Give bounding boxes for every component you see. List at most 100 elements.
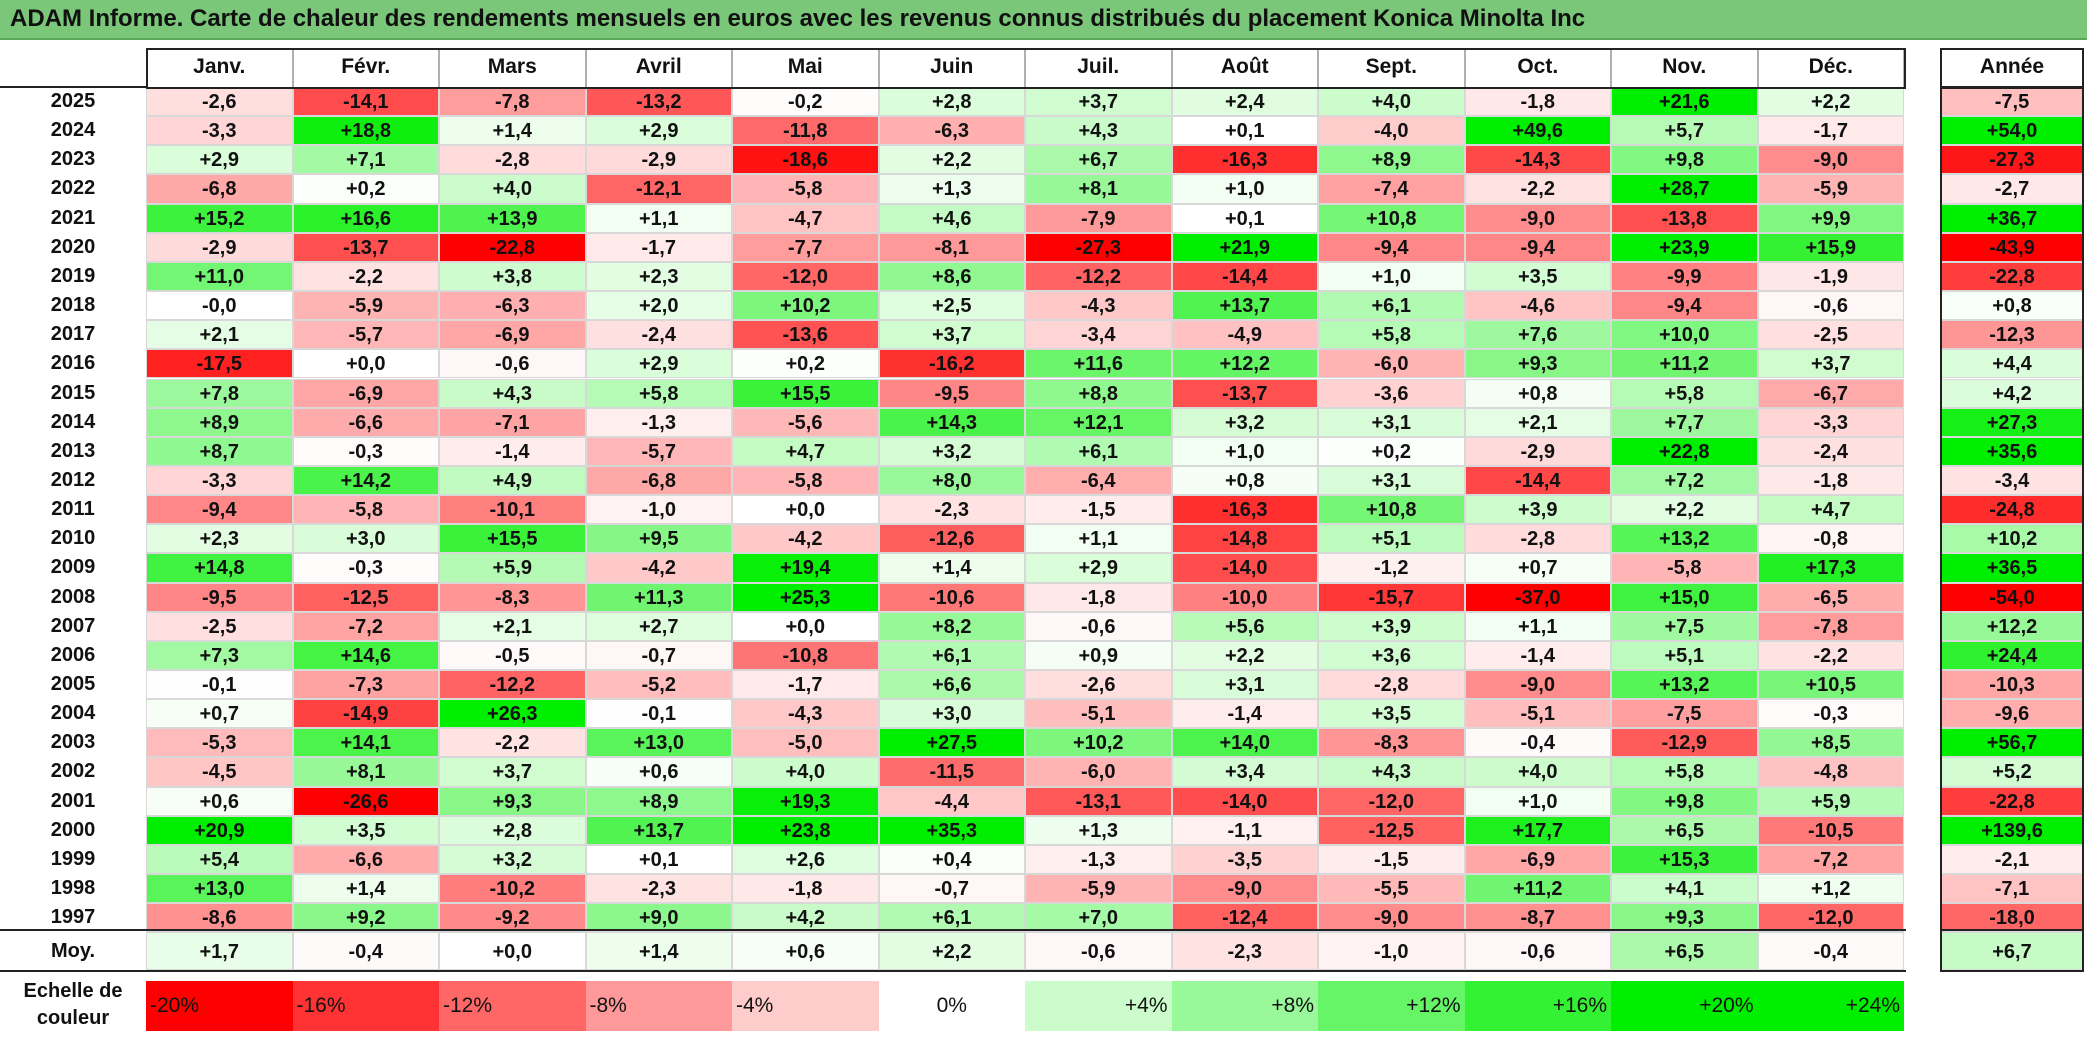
heatmap-cell: -7,2 (292, 611, 439, 641)
heatmap-cell: +3,2 (878, 436, 1025, 466)
heatmap-cell: -5,0 (732, 728, 879, 758)
heatmap-cell: +15,3 (1611, 844, 1758, 875)
heatmap-cell: -14,0 (1171, 553, 1318, 583)
year-label: 2005 (50, 673, 96, 695)
heatmap-cell: -4,3 (732, 699, 879, 729)
heatmap-cell: +2,3 (585, 261, 732, 292)
heatmap-cell: -6,0 (1318, 349, 1465, 379)
heatmap-cell: +9,3 (1611, 903, 1758, 933)
heatmap-cell: +13,9 (439, 203, 586, 233)
heatmap-cell: +16,6 (292, 203, 439, 233)
heatmap-cell: +2,5 (878, 291, 1025, 321)
heatmap-cell: +6,7 (1025, 145, 1172, 175)
heatmap-cell: -5,9 (1757, 174, 1904, 204)
average-annual-cell: +6,7 (1940, 932, 2084, 970)
year-label: 1997 (50, 906, 96, 929)
average-cell: -0,4 (1757, 932, 1904, 970)
month-header: Juil. (1025, 48, 1172, 87)
heatmap-cell: +2,2 (1171, 640, 1318, 670)
heatmap-cell: +9,0 (585, 903, 732, 933)
scale-swatch: +4% (1025, 981, 1172, 1031)
heatmap-cell: +13,0 (585, 728, 732, 758)
heatmap-cell: +3,8 (439, 261, 586, 292)
heatmap-cell: +4,0 (1318, 87, 1465, 117)
heatmap-cell: -6,6 (292, 844, 439, 875)
scale-swatch: -4% (732, 981, 879, 1031)
annual-cell: +35,6 (1940, 436, 2084, 466)
heatmap-cell: +2,7 (585, 611, 732, 641)
heatmap-cell: +5,8 (1611, 378, 1758, 408)
annual-cell: +10,2 (1940, 524, 2084, 554)
heatmap-cell: +5,1 (1318, 524, 1465, 554)
heatmap-cell: +3,0 (878, 699, 1025, 729)
heatmap-cell: -2,6 (146, 87, 293, 117)
heatmap-cell: -3,3 (146, 465, 293, 496)
heatmap-cell: +6,6 (878, 670, 1025, 700)
heatmap-cell: +4,1 (1611, 874, 1758, 904)
annual-header: Année (1940, 48, 2084, 87)
heatmap-cell: -26,6 (292, 786, 439, 816)
year-label: 2002 (50, 760, 96, 783)
heatmap-cell: +2,1 (439, 611, 586, 641)
heatmap-cell: +3,9 (1318, 611, 1465, 641)
heatmap-cell: +7,5 (1611, 611, 1758, 641)
heatmap-cell: +6,1 (1318, 291, 1465, 321)
annual-cell: +4,4 (1940, 349, 2084, 379)
heatmap-cell: +11,6 (1025, 349, 1172, 379)
heatmap-cell: +0,0 (292, 349, 439, 379)
heatmap-cell: -4,5 (146, 757, 293, 787)
heatmap-cell: -5,8 (292, 495, 439, 525)
heatmap-cell: +9,3 (1464, 349, 1611, 379)
heatmap-cell: +8,9 (146, 407, 293, 437)
heatmap-cell: +3,5 (1464, 261, 1611, 292)
heatmap-cell: +1,4 (439, 116, 586, 146)
heatmap-cell: +21,9 (1171, 232, 1318, 262)
heatmap-cell: +3,7 (1757, 349, 1904, 379)
heatmap-cell: +2,2 (1611, 495, 1758, 525)
heatmap-cell: +14,2 (292, 465, 439, 496)
month-header: Mai (732, 48, 879, 87)
heatmap-cell: -0,8 (1757, 524, 1904, 554)
heatmap-cell: +4,6 (878, 203, 1025, 233)
heatmap-cell: -5,2 (585, 670, 732, 700)
average-cell: -0,4 (292, 932, 439, 970)
average-cell: +2,2 (878, 932, 1025, 970)
heatmap-cell: +6,1 (878, 640, 1025, 670)
average-rule-right (1940, 929, 2084, 931)
year-label: 2018 (50, 294, 96, 317)
average-cell: -0,6 (1025, 932, 1172, 970)
heatmap-cell: +11,2 (1464, 874, 1611, 904)
heatmap-cell: -5,1 (1464, 699, 1611, 729)
annual-cell: -7,5 (1940, 87, 2084, 117)
heatmap-cell: +8,0 (878, 465, 1025, 496)
heatmap-cell: +4,3 (1318, 757, 1465, 787)
scale-swatch: +16% (1464, 981, 1611, 1031)
heatmap-cell: +4,0 (1464, 757, 1611, 787)
heatmap-cell: +3,1 (1171, 670, 1318, 700)
heatmap-cell: +25,3 (732, 582, 879, 612)
heatmap-cell: -0,2 (732, 87, 879, 117)
year-label: 2006 (50, 643, 96, 666)
average-cell: +1,7 (146, 932, 293, 970)
heatmap-cell: +4,7 (1757, 495, 1904, 525)
annual-cell: -54,0 (1940, 582, 2084, 612)
heatmap-cell: +12,1 (1025, 407, 1172, 437)
heatmap-cell: +3,1 (1318, 407, 1465, 437)
heatmap-cell: -4,6 (1464, 291, 1611, 321)
heatmap-cell: -4,8 (1757, 757, 1904, 787)
average-cell: +0,6 (732, 932, 879, 970)
heatmap-cell: +2,1 (1464, 407, 1611, 437)
heatmap-cell: +19,3 (732, 786, 879, 816)
page-title: ADAM Informe. Carte de chaleur des rende… (0, 0, 2087, 40)
heatmap-cell: +0,4 (878, 844, 1025, 875)
heatmap-cell: -12,2 (439, 670, 586, 700)
annual-cell: -3,4 (1940, 465, 2084, 496)
scale-swatch: +12% (1318, 981, 1465, 1031)
heatmap-cell: +3,2 (439, 844, 586, 875)
heatmap-cell: -14,1 (292, 87, 439, 117)
heatmap-cell: +5,6 (1171, 611, 1318, 641)
heatmap-cell: +4,7 (732, 436, 879, 466)
heatmap-cell: -2,3 (878, 495, 1025, 525)
heatmap-cell: -0,7 (878, 874, 1025, 904)
heatmap-cell: -0,6 (1757, 291, 1904, 321)
